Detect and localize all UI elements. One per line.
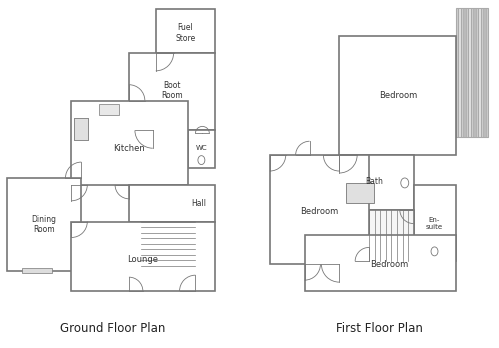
Bar [141, 222, 196, 271]
Ellipse shape [431, 247, 438, 256]
Text: Lounge: Lounge [127, 255, 158, 264]
Text: Bath: Bath [365, 177, 383, 187]
Text: WC: WC [196, 145, 207, 151]
Text: First Floor Plan: First Floor Plan [335, 322, 422, 335]
Bar [74, 118, 88, 140]
Text: Boot
Room: Boot Room [161, 81, 183, 100]
Bar [22, 268, 51, 273]
Bar [304, 235, 457, 291]
Bar [369, 210, 414, 261]
Text: Ground Floor Plan: Ground Floor Plan [60, 322, 166, 335]
Bar [71, 101, 189, 185]
Bar [156, 9, 215, 53]
Bar [339, 155, 414, 210]
Text: Kitchen: Kitchen [113, 144, 145, 153]
Text: Dining
Room: Dining Room [31, 215, 56, 234]
Ellipse shape [401, 178, 409, 188]
Text: Bedroom: Bedroom [370, 260, 408, 269]
Text: Fuel
Store: Fuel Store [175, 23, 196, 43]
Bar [457, 8, 488, 137]
Bar [270, 155, 369, 264]
Text: Hall: Hall [191, 199, 206, 208]
Text: En-
suite: En- suite [426, 217, 443, 230]
Bar [74, 118, 88, 140]
Bar [189, 130, 215, 168]
Bar [346, 183, 374, 203]
Text: Bedroom: Bedroom [379, 91, 417, 100]
Bar [71, 222, 215, 291]
Ellipse shape [198, 156, 205, 165]
Bar [129, 185, 215, 222]
Bar [339, 36, 457, 155]
Bar [7, 178, 81, 271]
Bar [414, 185, 457, 261]
Bar [129, 53, 215, 130]
Bar [99, 104, 119, 116]
Text: Bedroom: Bedroom [300, 207, 338, 216]
